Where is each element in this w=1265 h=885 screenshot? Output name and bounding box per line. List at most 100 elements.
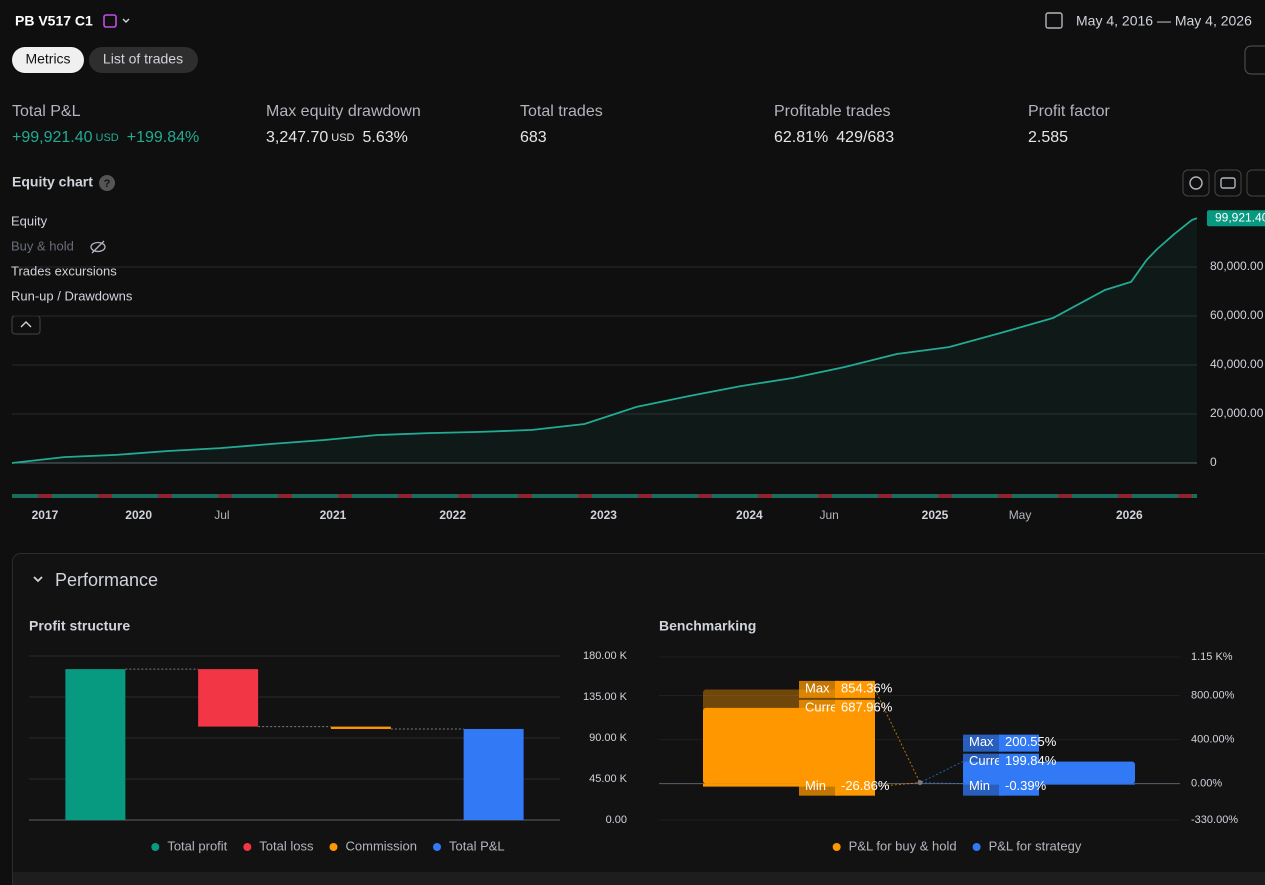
legend-item[interactable]: Trades excursions: [11, 263, 117, 278]
metric-value: 683: [520, 129, 547, 146]
metric-label: Profitable trades: [774, 103, 891, 120]
stat-value-box: [835, 699, 875, 717]
panel-title[interactable]: Performance: [55, 570, 158, 590]
legend-label: Total profit: [167, 838, 227, 853]
legend-swatch: [972, 843, 981, 851]
metric-number: +99,921.40: [12, 129, 93, 146]
legend-swatch: [329, 843, 338, 851]
y-tick-label: 0.00%: [1191, 778, 1222, 790]
metric-number: 2.585: [1028, 129, 1068, 146]
y-tick-label: 45.00 K: [589, 773, 628, 785]
trade-strip: [12, 494, 1197, 498]
y-tick-label: 60,000.00: [1210, 308, 1264, 322]
date-icon[interactable]: [1045, 12, 1063, 29]
layout-button[interactable]: [1244, 45, 1265, 75]
hidden-icon: [90, 241, 106, 253]
y-tick-label: 0: [1210, 455, 1217, 469]
waterfall-bar: [65, 669, 126, 820]
stat-name-box: [799, 680, 839, 698]
waterfall-bar: [463, 728, 524, 820]
stat-name: Min: [969, 778, 990, 793]
stat-value: 200.55%: [1005, 734, 1057, 749]
y-tick-label: 135.00 K: [583, 691, 628, 703]
x-tick-label: 2017: [32, 508, 59, 522]
x-tick-label: 2020: [125, 508, 152, 522]
camera-icon: [1220, 177, 1236, 189]
waterfall-bar: [198, 669, 259, 727]
performance-panel: [12, 553, 1265, 885]
stat-name: Min: [805, 778, 826, 793]
y-tick-label: 90.00 K: [589, 732, 628, 744]
chevron[interactable]: [122, 18, 130, 23]
current-bar: [703, 707, 875, 784]
stat-value-box: [999, 734, 1039, 752]
metric-number: 683: [520, 129, 547, 146]
legend-label: P&L for strategy: [989, 838, 1082, 853]
legend-item[interactable]: Buy & hold: [11, 238, 74, 253]
y-tick-label: 180.00 K: [583, 650, 628, 662]
stat-value: 199.84%: [1005, 753, 1057, 768]
stat-name-box: [799, 778, 839, 796]
legend: P&L for buy & hold P&L for strategy: [832, 838, 1082, 853]
y-tick-label: 400.00%: [1191, 734, 1235, 746]
legend-item[interactable]: Run-up / Drawdowns: [11, 288, 133, 303]
connector: [874, 689, 921, 783]
x-tick-label: 2023: [590, 508, 617, 522]
legend-item[interactable]: Equity: [11, 213, 48, 228]
legend-label: P&L for buy & hold: [849, 838, 957, 853]
stat-name-box: [799, 699, 839, 717]
help-mark[interactable]: ?: [104, 178, 111, 190]
y-tick-label: 1.15 K%: [1191, 651, 1233, 663]
tab-label[interactable]: List of trades: [103, 51, 183, 67]
legend-swatch: [243, 843, 252, 851]
collapse-legend[interactable]: [11, 315, 41, 335]
fullscreen-button[interactable]: [1246, 169, 1265, 197]
min-bar: [703, 783, 875, 787]
legend: Total profit Total loss Commission Total P&…: [151, 838, 505, 853]
x-tick-label: 2025: [922, 508, 949, 522]
y-tick-label: 20,000.00: [1210, 406, 1264, 420]
date-range[interactable]: May 4, 2016 — May 4, 2026: [1076, 13, 1252, 29]
stat-name: Max: [969, 734, 994, 749]
snapshot-button[interactable]: [1214, 169, 1242, 197]
settings-button[interactable]: [1182, 169, 1210, 197]
equity-area: [12, 218, 1197, 463]
metric-unit: USD: [331, 132, 354, 144]
stat-name: Max: [805, 680, 830, 695]
metric-extra: 429/683: [836, 129, 894, 146]
metric-value: +99,921.40 USD +199.84%: [12, 129, 199, 146]
x-tick-label: May: [1009, 508, 1032, 522]
tab[interactable]: [89, 47, 198, 73]
metric-label: Total trades: [520, 103, 603, 120]
calendar-badge: [103, 14, 117, 28]
section-title: Profit structure: [29, 618, 130, 634]
x-tick-label: 2022: [439, 508, 466, 522]
tab-active[interactable]: [12, 47, 84, 73]
strategy-title[interactable]: PB V517 C1: [15, 13, 93, 29]
metric-extra: 5.63%: [363, 129, 408, 146]
connector: [919, 782, 964, 785]
y-tick-label: 40,000.00: [1210, 357, 1264, 371]
metric-extra: +199.84%: [127, 129, 200, 146]
stat-value-box: [835, 778, 875, 796]
tab-label[interactable]: Metrics: [25, 51, 70, 67]
stat-value-box: [999, 753, 1039, 771]
legend-swatch: [433, 843, 442, 851]
stat-name-box: [963, 734, 1003, 752]
legend-swatch: [151, 843, 160, 851]
settings-icon: [1189, 176, 1203, 190]
stat-value: 687.96%: [841, 699, 893, 714]
metric-unit: USD: [96, 132, 119, 144]
chevron[interactable]: [33, 576, 43, 583]
min-bar: [963, 783, 1135, 785]
last-value-label: 99,921.40: [1215, 210, 1265, 224]
legend-label: Total loss: [259, 838, 314, 853]
stat-value-box: [999, 778, 1039, 796]
help-icon[interactable]: [99, 175, 115, 191]
waterfall-bar: [330, 726, 391, 729]
section-title: Equity chart: [12, 174, 93, 190]
last-value-tag: [1207, 210, 1265, 227]
metric-value: 62.81% 429/683: [774, 129, 894, 146]
metric-value: 2.585: [1028, 129, 1068, 146]
